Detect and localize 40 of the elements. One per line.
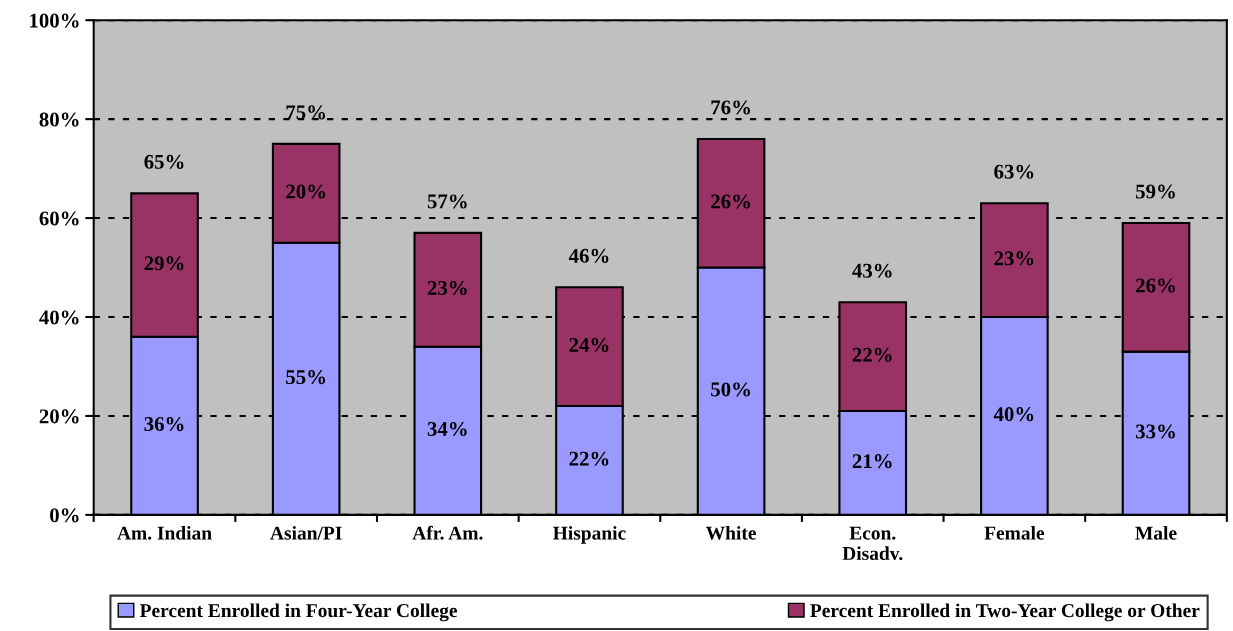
data-label: 50%: [711, 382, 750, 397]
total-label: 57%: [427, 194, 467, 209]
data-label: 24%: [569, 337, 609, 352]
data-label: 36%: [144, 417, 184, 432]
total-label: 43%: [852, 263, 892, 278]
x-tick-label: White: [705, 526, 756, 540]
data-label: 34%: [427, 421, 467, 437]
x-tick-label: Am. Indian: [117, 526, 212, 540]
total-label: 46%: [568, 248, 609, 263]
x-tick-label: Hispanic: [553, 526, 626, 544]
y-tick-label: 60%: [39, 211, 79, 226]
data-label: 33%: [1135, 424, 1175, 439]
y-tick-label: 100%: [30, 13, 79, 28]
y-tick-label: 20%: [39, 409, 79, 424]
legend-label: Percent Enrolled in Two-Year College or Other: [810, 603, 1200, 622]
data-label: 55%: [286, 370, 326, 385]
x-tick-label: Male: [1135, 526, 1177, 540]
data-label: 23%: [994, 251, 1034, 266]
data-label: 26%: [711, 194, 750, 209]
data-label: 22%: [569, 451, 609, 466]
data-label: 22%: [852, 347, 892, 362]
total-label: 59%: [1136, 184, 1175, 199]
legend-label: Percent Enrolled in Four-Year College: [139, 603, 458, 622]
x-tick-label: Afr. Am.: [412, 525, 483, 540]
x-tick-label: Female: [984, 526, 1045, 540]
total-label: 75%: [286, 105, 326, 120]
data-label: 40%: [993, 407, 1034, 422]
data-label: 21%: [852, 454, 892, 469]
x-tick-label: Econ. Disadv.: [842, 526, 903, 561]
x-tick-label: Asian/PI: [270, 526, 342, 540]
data-label: 29%: [144, 256, 184, 271]
y-tick-label: 0%: [50, 508, 79, 523]
y-tick-label: 80%: [39, 112, 79, 127]
total-label: 65%: [144, 154, 184, 169]
total-label: 76%: [711, 100, 750, 115]
data-label: 20%: [286, 184, 326, 199]
y-tick-label: 40%: [39, 310, 79, 325]
total-label: 63%: [994, 164, 1034, 179]
data-label: 26%: [1136, 278, 1175, 293]
data-label: 23%: [427, 280, 467, 296]
